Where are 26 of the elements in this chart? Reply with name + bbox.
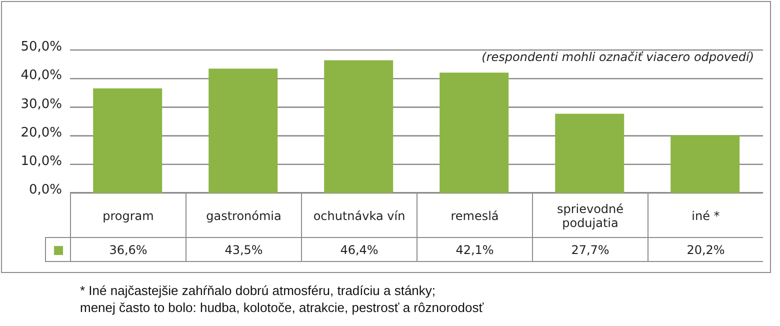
x-tick-label: ochutnávka vín [312,208,406,225]
x-tick-label: gastronómia [205,208,282,225]
bar [93,88,162,193]
bar [555,114,624,193]
data-label: 43,5% [224,242,264,259]
data-label: 46,4% [339,242,380,259]
text: * Iné najčastejšie zahŕňalo dobrú atmosféru, tradíciu a stánky; menej často to bolo: hudba, kolotoče, atrakcie, pestrosť a rôznorodosť [80,282,484,316]
data-label: 27,7% [570,242,610,259]
bar [208,68,278,193]
data-label: 36,6% [108,242,148,259]
data-label: 20,2% [686,242,726,259]
bar [670,135,740,193]
y-tick-label: 50,0% [20,40,62,55]
x-tick-label: sprievodné podujatia [556,201,625,232]
y-tick-label: 40,0% [20,68,62,84]
x-tick-label: program [102,208,155,225]
y-tick-label: 20,0% [20,125,62,140]
y-tick-label: 10,0% [20,154,62,170]
bar [324,60,394,193]
data-label: 42,1% [454,242,495,259]
y-tick-label: 0,0% [28,182,62,198]
bar [440,72,509,193]
y-tick-label: 30,0% [20,96,62,112]
x-tick-label: iné * [690,208,721,225]
annotation: (respondenti mohli označiť viacero odpovedí) [482,50,754,64]
x-tick-label: remeslá [450,208,500,225]
